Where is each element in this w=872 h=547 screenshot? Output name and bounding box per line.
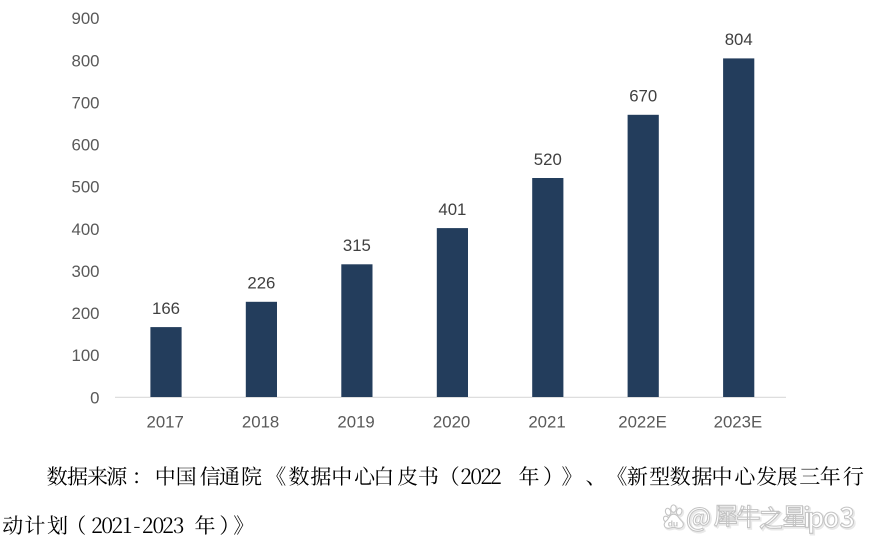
svg-text:800: 800 (72, 51, 100, 70)
svg-text:0: 0 (90, 388, 99, 407)
svg-text:2018: 2018 (242, 413, 279, 432)
svg-text:315: 315 (343, 236, 371, 255)
svg-text:500: 500 (72, 178, 100, 197)
svg-text:2022E: 2022E (618, 413, 667, 432)
svg-text:670: 670 (629, 87, 657, 106)
svg-text:226: 226 (247, 274, 275, 293)
svg-text:du: du (668, 518, 679, 528)
svg-text:166: 166 (152, 299, 180, 318)
svg-text:804: 804 (725, 30, 753, 49)
svg-text:2019: 2019 (337, 413, 374, 432)
svg-text:401: 401 (438, 200, 466, 219)
svg-text:2021: 2021 (528, 413, 565, 432)
svg-text:400: 400 (72, 220, 100, 239)
svg-text:2023E: 2023E (714, 413, 763, 432)
svg-text:100: 100 (72, 346, 100, 365)
svg-text:300: 300 (72, 262, 100, 281)
svg-text:700: 700 (72, 94, 100, 113)
svg-text:200: 200 (72, 304, 100, 323)
svg-text:2020: 2020 (433, 413, 470, 432)
svg-text:900: 900 (72, 9, 100, 28)
svg-text:2017: 2017 (147, 413, 184, 432)
svg-text:600: 600 (72, 136, 100, 155)
svg-text:520: 520 (534, 150, 562, 169)
